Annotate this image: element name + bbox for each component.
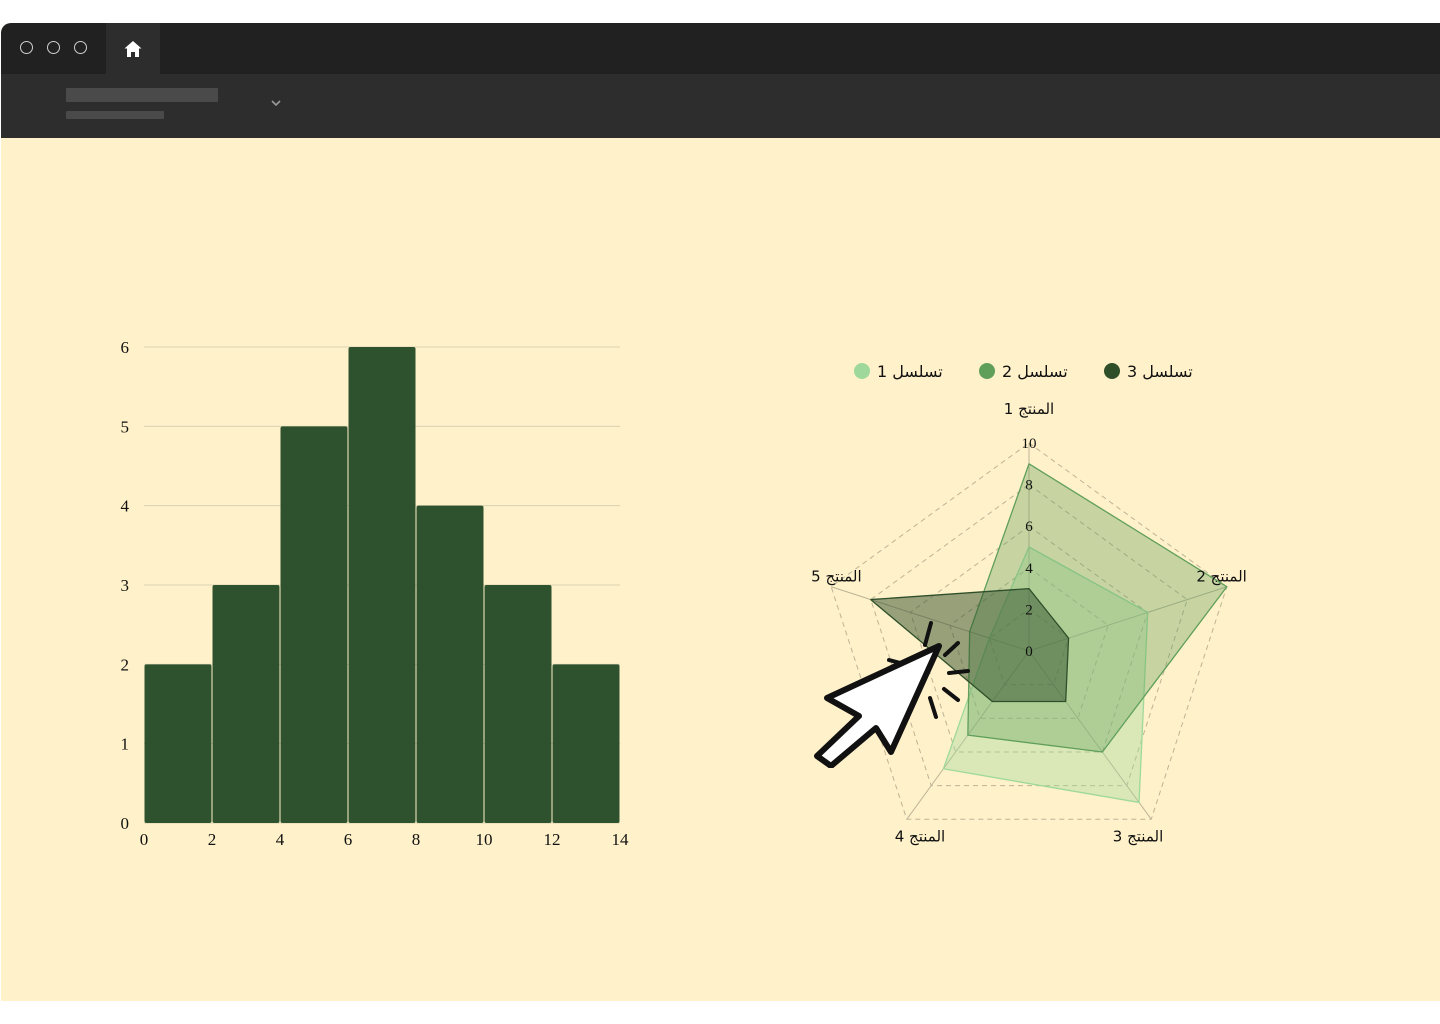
legend-swatch bbox=[979, 363, 995, 379]
x-tick-label: 6 bbox=[344, 830, 353, 849]
y-tick-label: 2 bbox=[121, 655, 130, 674]
radar-grid-ring bbox=[830, 442, 1228, 820]
legend-label: تسلسل 3 bbox=[1127, 362, 1193, 381]
radial-tick-label: 4 bbox=[1025, 561, 1033, 577]
legend-label: تسلسل 2 bbox=[1002, 362, 1068, 381]
histogram-bar bbox=[280, 426, 348, 823]
histogram-bar bbox=[552, 664, 620, 823]
y-tick-label: 1 bbox=[121, 735, 130, 754]
histogram-bar bbox=[484, 585, 552, 823]
maximize-window-button[interactable] bbox=[74, 41, 87, 54]
radar-axis-label: المنتج 1 bbox=[1004, 400, 1054, 418]
radial-tick-label: 0 bbox=[1025, 644, 1033, 660]
x-tick-label: 14 bbox=[612, 830, 630, 849]
y-tick-label: 3 bbox=[121, 576, 130, 595]
radar-axis-label: المنتج 4 bbox=[895, 827, 945, 845]
radar-axis-label: المنتج 5 bbox=[811, 568, 861, 586]
histogram-bar bbox=[212, 585, 280, 823]
x-tick-label: 4 bbox=[276, 830, 285, 849]
site-title-placeholder bbox=[66, 88, 218, 102]
radar-series-3 bbox=[870, 587, 1070, 703]
y-tick-label: 6 bbox=[121, 338, 130, 357]
radar-axis-label: المنتج 2 bbox=[1196, 568, 1246, 586]
y-tick-label: 0 bbox=[121, 814, 130, 833]
toolbar bbox=[1, 74, 1440, 138]
y-tick-label: 5 bbox=[121, 417, 130, 436]
mouse-pointer-icon bbox=[814, 621, 970, 768]
x-tick-label: 10 bbox=[476, 830, 493, 849]
radial-tick-label: 2 bbox=[1025, 602, 1033, 618]
histogram-bar bbox=[144, 664, 212, 823]
close-window-button[interactable] bbox=[20, 41, 33, 54]
radar-axis-label: المنتج 3 bbox=[1113, 827, 1163, 845]
legend-label: تسلسل 1 bbox=[877, 362, 943, 381]
x-tick-label: 12 bbox=[544, 830, 561, 849]
radar-grid-ring bbox=[870, 483, 1188, 787]
chevron-down-icon[interactable] bbox=[269, 98, 283, 108]
legend-swatch bbox=[1104, 363, 1120, 379]
x-tick-label: 2 bbox=[208, 830, 217, 849]
radar-chart: 0 2 4 6 8 10 المنتج 1 المنتج 2 المنتج 3 المنتج 4… bbox=[811, 362, 1247, 845]
radial-tick-label: 8 bbox=[1025, 478, 1033, 494]
tab-home[interactable] bbox=[106, 23, 160, 74]
radial-tick-label: 10 bbox=[1022, 436, 1037, 452]
site-subtitle-placeholder bbox=[66, 111, 164, 119]
histogram-bar bbox=[348, 347, 416, 823]
radial-tick-label: 6 bbox=[1025, 519, 1033, 535]
y-tick-label: 4 bbox=[121, 497, 130, 516]
legend-swatch bbox=[854, 363, 870, 379]
histogram-bar bbox=[416, 505, 484, 823]
title-bar bbox=[1, 23, 1440, 74]
x-tick-label: 8 bbox=[412, 830, 421, 849]
x-tick-label: 0 bbox=[140, 830, 149, 849]
minimize-window-button[interactable] bbox=[47, 41, 60, 54]
home-icon bbox=[124, 40, 142, 57]
